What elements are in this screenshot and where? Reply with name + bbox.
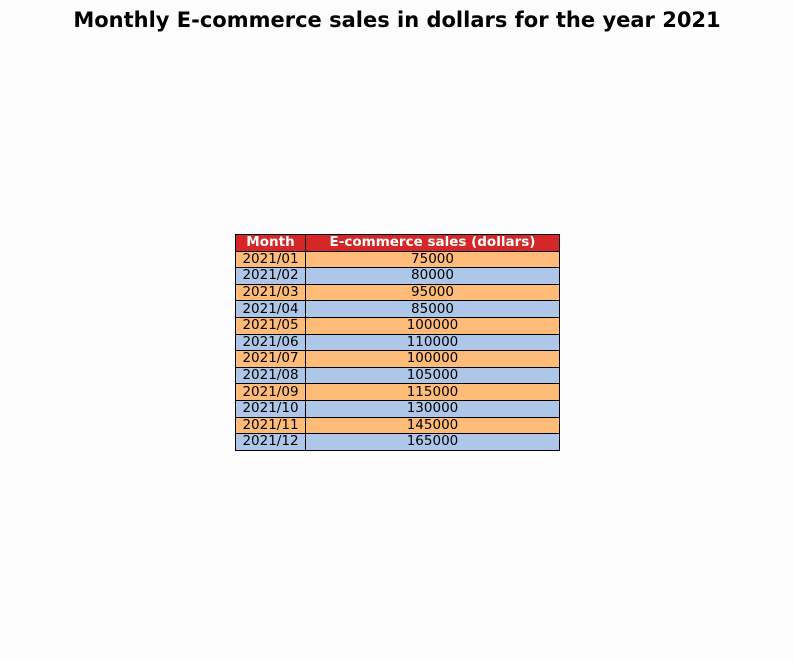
cell-month: 2021/03 [235, 283, 306, 302]
cell-month: 2021/01 [235, 250, 306, 269]
cell-sales: 105000 [305, 366, 560, 385]
table-row: 2021/07 100000 [235, 350, 560, 368]
cell-sales: 165000 [305, 433, 560, 451]
cell-month: 2021/08 [235, 366, 306, 385]
cell-month: 2021/04 [235, 300, 306, 318]
table-row: 2021/12 165000 [235, 433, 560, 451]
cell-month: 2021/12 [235, 433, 306, 451]
table-row: 2021/06 110000 [235, 333, 560, 352]
cell-month: 2021/06 [235, 333, 306, 352]
cell-month: 2021/07 [235, 350, 306, 368]
cell-month: 2021/09 [235, 383, 306, 401]
table-row: 2021/01 75000 [235, 250, 560, 269]
sales-table: Month E-commerce sales (dollars) 2021/01… [235, 234, 560, 451]
table-row: 2021/04 85000 [235, 300, 560, 318]
table-header-row: Month E-commerce sales (dollars) [235, 234, 560, 252]
cell-sales: 100000 [305, 350, 560, 368]
cell-month: 2021/05 [235, 316, 306, 335]
cell-sales: 110000 [305, 333, 560, 352]
cell-sales: 130000 [305, 399, 560, 418]
cell-sales: 85000 [305, 300, 560, 318]
cell-month: 2021/11 [235, 416, 306, 435]
cell-sales: 145000 [305, 416, 560, 435]
cell-sales: 115000 [305, 383, 560, 401]
chart-title: Monthly E-commerce sales in dollars for … [73, 8, 721, 32]
table-row: 2021/03 95000 [235, 283, 560, 302]
cell-sales: 75000 [305, 250, 560, 269]
table-row: 2021/02 80000 [235, 267, 560, 285]
table-row: 2021/11 145000 [235, 416, 560, 435]
header-sales: E-commerce sales (dollars) [305, 234, 560, 252]
header-month: Month [235, 234, 306, 252]
cell-sales: 100000 [305, 316, 560, 335]
table-row: 2021/05 100000 [235, 316, 560, 335]
cell-sales: 95000 [305, 283, 560, 302]
cell-month: 2021/02 [235, 267, 306, 285]
table-row: 2021/09 115000 [235, 383, 560, 401]
cell-month: 2021/10 [235, 399, 306, 418]
table-row: 2021/08 105000 [235, 366, 560, 385]
table-body: 2021/01 75000 2021/02 80000 2021/03 95000 2021… [235, 250, 560, 451]
cell-sales: 80000 [305, 267, 560, 285]
table-row: 2021/10 130000 [235, 399, 560, 418]
